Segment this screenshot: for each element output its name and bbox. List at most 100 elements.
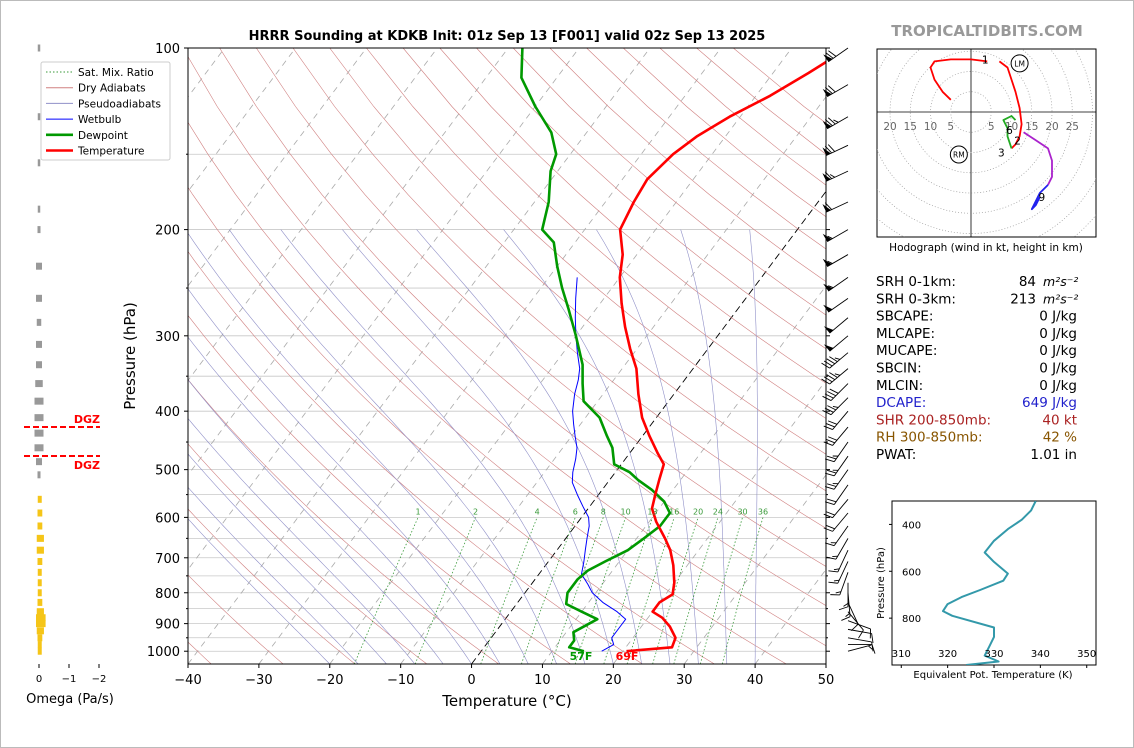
hodograph-segment	[1030, 184, 1049, 211]
omega-bar	[36, 608, 44, 616]
wind-barb	[826, 538, 849, 560]
omega-bar	[37, 509, 43, 517]
isotherm-line	[188, 48, 296, 193]
theta-e-panel: 310 320 330 340 350 400 600 800 Equivalent Pot.…	[876, 500, 1097, 681]
hodograph-height-label: 3	[998, 148, 1005, 160]
theta-x-tick-label: 350	[1077, 649, 1096, 660]
omega-bar	[37, 568, 42, 576]
x-tick-label: 20	[605, 673, 622, 688]
dry-adiabat-line	[366, 48, 826, 455]
stat-value: 40 kt	[1042, 412, 1077, 428]
omega-bar	[36, 614, 46, 622]
pseudoadiabat-line	[188, 417, 416, 664]
wind-barb	[838, 582, 849, 611]
stat-label: MLCIN:	[876, 378, 923, 394]
dry-adiabat-line	[512, 48, 826, 316]
mixing-ratio-label: 24	[713, 507, 723, 516]
wind-barb	[825, 455, 849, 477]
y-tick-label: 800	[155, 587, 180, 602]
theta-x-tick-label: 340	[1031, 649, 1050, 660]
wind-barb	[822, 84, 849, 98]
omega-bar	[36, 361, 42, 369]
mixing-ratio-line	[699, 517, 743, 664]
wind-barb	[823, 499, 849, 519]
stat-label: RH 300-850mb:	[876, 430, 983, 446]
x-tick-label: 40	[747, 673, 764, 688]
mixing-ratio-line	[414, 517, 476, 664]
hodograph-ring-label: 25	[1066, 121, 1079, 133]
hodograph-ring-label: 10	[1005, 121, 1018, 133]
hodograph-segment	[998, 60, 1023, 150]
x-tick-label: −40	[174, 673, 201, 688]
isotherm-line	[188, 48, 509, 476]
hodograph-caption: Hodograph (wind in kt, height in km)	[889, 242, 1083, 254]
dry-adiabat-line	[188, 56, 826, 647]
legend-box	[40, 61, 171, 161]
stat-value: 42 %	[1043, 430, 1077, 446]
y-tick-label: 100	[155, 42, 180, 57]
pseudoadiabat-line	[188, 518, 331, 664]
omega-bar	[36, 294, 42, 302]
mixing-ratio-label: 30	[737, 507, 747, 516]
wind-barb	[828, 561, 849, 584]
omega-bar	[36, 627, 44, 635]
omega-bar	[37, 44, 41, 52]
y-tick-label: 200	[155, 224, 180, 239]
mixing-ratio-label: 4	[535, 507, 540, 516]
stat-label: SRH 0-1km:	[876, 274, 956, 290]
x-tick-label: −10	[387, 673, 414, 688]
mixing-ratio-line	[550, 517, 604, 664]
y-tick-label: 1000	[147, 645, 180, 660]
omega-bar	[37, 495, 42, 503]
wind-barb	[821, 352, 849, 369]
stat-value: 0 J/kg	[1039, 343, 1077, 359]
storm-motion-label: RM	[953, 151, 965, 160]
pseudoadiabat-line	[596, 229, 699, 664]
mixing-ratio-line	[652, 517, 699, 664]
omega-bar	[36, 340, 42, 348]
hodograph-ring-label: 20	[883, 121, 896, 133]
legend-label: Pseudoadiabats	[78, 98, 161, 110]
theta-x-tick-label: 320	[938, 649, 957, 660]
stat-label: PWAT:	[876, 447, 916, 463]
skew-t-xlabel: Temperature (°C)	[441, 692, 571, 710]
dry-adiabat-line	[188, 315, 571, 664]
x-tick-label: 0	[467, 673, 475, 688]
dewpoint-trace	[520, 48, 672, 653]
wind-barb	[822, 170, 849, 182]
wind-barb	[825, 525, 849, 547]
hodograph-segment	[1023, 131, 1053, 186]
wind-barb	[822, 397, 849, 416]
mixing-ratio-line	[574, 517, 626, 664]
x-tick-label: 10	[534, 673, 551, 688]
stat-value: 649 J/kg	[1022, 395, 1077, 411]
stat-label: DCAPE:	[876, 395, 926, 411]
skew-t-legend: Sat. Mix. Ratio Dry Adiabats Pseudoadiabat…	[40, 61, 171, 161]
omega-bar	[34, 414, 44, 422]
pseudoadiabat-line	[188, 336, 472, 664]
omega-bar	[37, 589, 42, 597]
hodograph-ring	[877, 49, 1093, 234]
isotherm-line	[188, 48, 367, 287]
dry-adiabat-line	[476, 48, 826, 350]
mixing-ratio-label: 16	[669, 507, 679, 516]
y-tick-label: 900	[155, 618, 180, 633]
wind-barbs	[821, 47, 876, 654]
legend-label: Wetbulb	[78, 114, 122, 126]
pseudoadiabat-line	[228, 229, 557, 664]
temperature-trace	[618, 60, 826, 653]
wind-barb	[823, 47, 849, 63]
wetbulb-trace	[571, 277, 627, 652]
isotherm-line	[188, 48, 651, 664]
stat-value: 0 J/kg	[1039, 378, 1077, 394]
omega-bar	[37, 471, 41, 479]
hodograph-ring-label: 15	[904, 121, 917, 133]
wind-barb	[822, 201, 849, 213]
hodograph-segment	[929, 58, 988, 101]
wind-barb	[825, 484, 849, 505]
mixing-ratio-label: 20	[693, 507, 703, 516]
y-tick-label: 500	[155, 464, 180, 479]
wind-barb	[822, 229, 849, 242]
